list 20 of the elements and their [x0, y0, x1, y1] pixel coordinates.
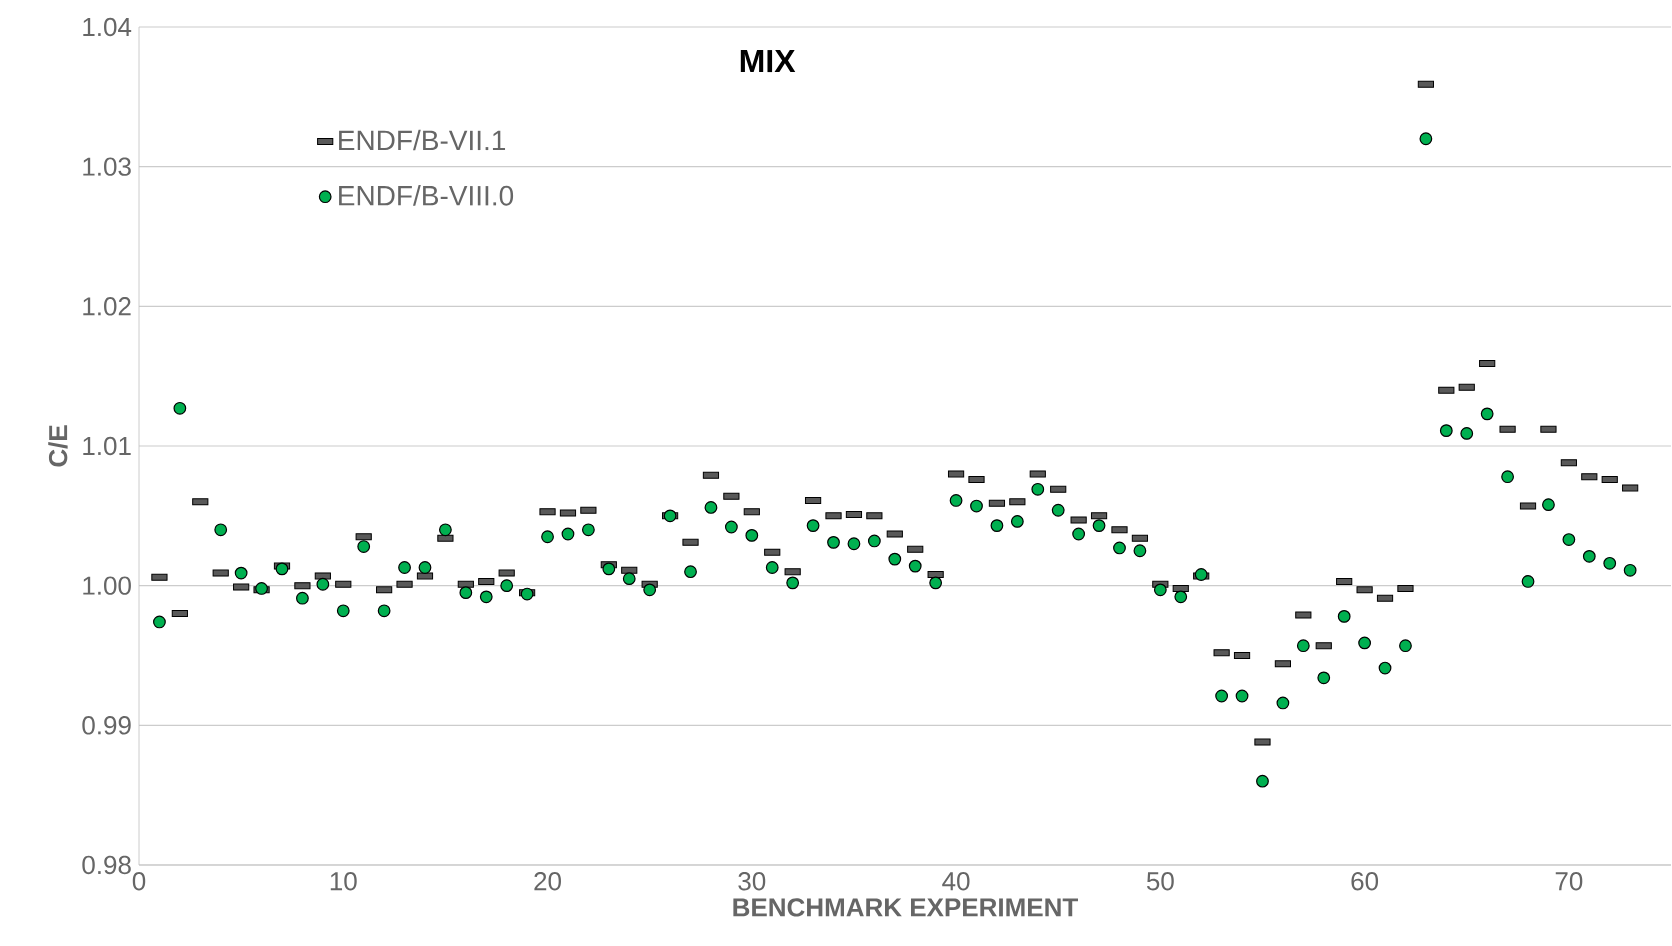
x-tick-label: 0 [132, 872, 146, 891]
y-tick-label: 1.03 [83, 157, 131, 176]
y-axis-title: C/E [48, 425, 68, 467]
x-tick-label: 60 [1351, 872, 1379, 891]
x-tick-label: 70 [1555, 872, 1583, 891]
y-tick-label: 0.99 [82, 716, 131, 735]
y-tick-label: 1.02 [83, 297, 131, 316]
y-tick-label: 0.98 [82, 855, 131, 875]
x-tick-label: 10 [330, 872, 357, 891]
text: MIX [740, 50, 796, 73]
x-tick-label: 40 [942, 872, 970, 891]
x-tick-label: 50 [1146, 872, 1174, 891]
y-tick-label: 1.00 [83, 576, 131, 595]
y-tick-label: 1.01 [83, 436, 131, 456]
y-tick-label: 1.04 [83, 17, 132, 37]
legend-label: ENDF/B-VIII.0 [339, 185, 514, 206]
x-tick-label: 20 [534, 872, 561, 891]
x-tick-label: 30 [738, 872, 766, 891]
x-axis-title: BENCHMARK EXPERIMENT [733, 898, 1078, 917]
legend-label: ENDF/B-VII.1 [339, 129, 506, 151]
